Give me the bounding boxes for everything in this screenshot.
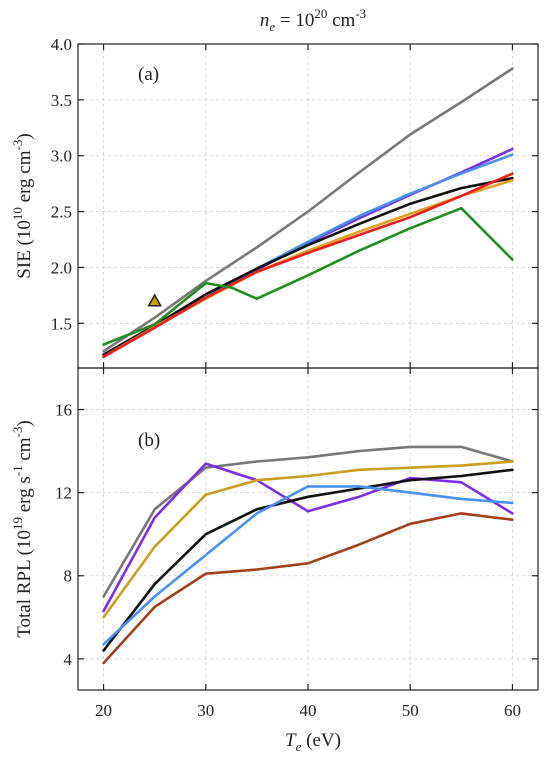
panel-a-markers	[147, 293, 162, 307]
x-axis-ticks: 20 30 40 50 60	[95, 701, 521, 720]
panel-a-marker-0	[147, 293, 162, 307]
panel-a-ytick-label-0: 1.5	[51, 314, 72, 333]
panel-b-ytick-label-2: 12	[55, 484, 72, 503]
title-unit-exponent: -3	[355, 6, 366, 21]
title-var: n	[260, 10, 270, 31]
panel-b-y-axis-label: Total RPL (1019 erg s-1 cm-3)	[10, 420, 35, 638]
title-var-subscript: e	[269, 19, 275, 34]
panel-a-ylabel-p4: )	[14, 133, 35, 139]
panel-a-ylabel-p0: SIE (10	[14, 220, 35, 279]
panel-b-label: (b)	[138, 430, 160, 451]
panel-a-series	[102, 67, 514, 359]
panel-a-y-axis-label: SIE (1010 erg cm-3)	[10, 133, 35, 278]
panel-a-ylabel-p2: erg cm	[14, 150, 35, 207]
panel-b-grid	[78, 368, 538, 690]
x-tick-label-3: 50	[402, 701, 419, 720]
panel-a-series-line-0	[102, 67, 514, 353]
panel-b-ylabel-p5: -3	[10, 427, 25, 438]
panel-b-series-line-3	[102, 468, 514, 652]
x-axis-label: Te (eV)	[285, 730, 341, 754]
panel-a-ytick-label-2: 2.5	[51, 203, 72, 222]
panel-b-ytick-label-0: 4	[64, 650, 73, 669]
panel-a-series-line-6	[102, 206, 514, 346]
panel-a-ytick-label-5: 4.0	[51, 35, 72, 54]
panel-a: 1.5 2.0 2.5 3.0 3.5 4.0 (a) SIE (1010 erg cm-…	[10, 35, 539, 369]
panel-b-series-line-1	[102, 462, 514, 613]
title-unit: cm	[327, 10, 355, 31]
panel-b-ytick-label-1: 8	[64, 567, 73, 586]
panel-a-ylabel-p1: 10	[10, 207, 25, 220]
panel-a-series-line-3	[102, 176, 514, 356]
panel-a-label: (a)	[138, 64, 159, 85]
panel-a-ytick-label-4: 3.5	[51, 91, 72, 110]
xlabel-unit: (eV)	[301, 730, 341, 751]
panel-b-series	[102, 445, 514, 665]
panel-b-series-line-0	[102, 445, 514, 598]
xlabel-var-subscript: e	[296, 739, 302, 754]
xlabel-var: T	[285, 730, 297, 751]
panel-a-grid	[78, 44, 538, 368]
panel-a-ytick-label-3: 3.0	[51, 147, 72, 166]
panel-b-ylabel-p2: erg s	[14, 476, 35, 517]
x-tick-label-0: 20	[95, 701, 112, 720]
title-equals: = 10	[275, 10, 314, 31]
panel-a-y-ticks: 1.5 2.0 2.5 3.0 3.5 4.0	[51, 35, 538, 368]
figure-title: ne = 1020 cm-3	[260, 6, 366, 34]
x-tick-label-1: 30	[197, 701, 214, 720]
panel-b-series-line-2	[102, 460, 514, 619]
title-exponent: 20	[314, 6, 327, 21]
panel-a-ylabel-p3: -3	[10, 140, 25, 151]
panel-a-series-line-5	[102, 172, 514, 359]
panel-b-series-line-4	[102, 485, 514, 646]
panel-a-ytick-label-1: 2.0	[51, 258, 72, 277]
panel-b-ytick-label-3: 16	[55, 401, 72, 420]
panel-b-ylabel-p3: -1	[10, 465, 25, 476]
panel-b-ylabel-p0: Total RPL (10	[14, 530, 35, 638]
panel-b-series-line-5	[102, 512, 514, 665]
x-tick-label-2: 40	[300, 701, 317, 720]
panel-b-ylabel-p4: cm	[14, 437, 35, 465]
panel-b-ylabel-p6: )	[14, 420, 35, 426]
panel-b-ylabel-p1: 19	[10, 517, 25, 530]
x-tick-label-4: 60	[504, 701, 521, 720]
panel-b: 4 8 12 16 (b) Total RPL (1019 erg s-1 cm-3)	[10, 367, 539, 691]
panel-b-y-ticks: 4 8 12 16	[55, 368, 538, 690]
